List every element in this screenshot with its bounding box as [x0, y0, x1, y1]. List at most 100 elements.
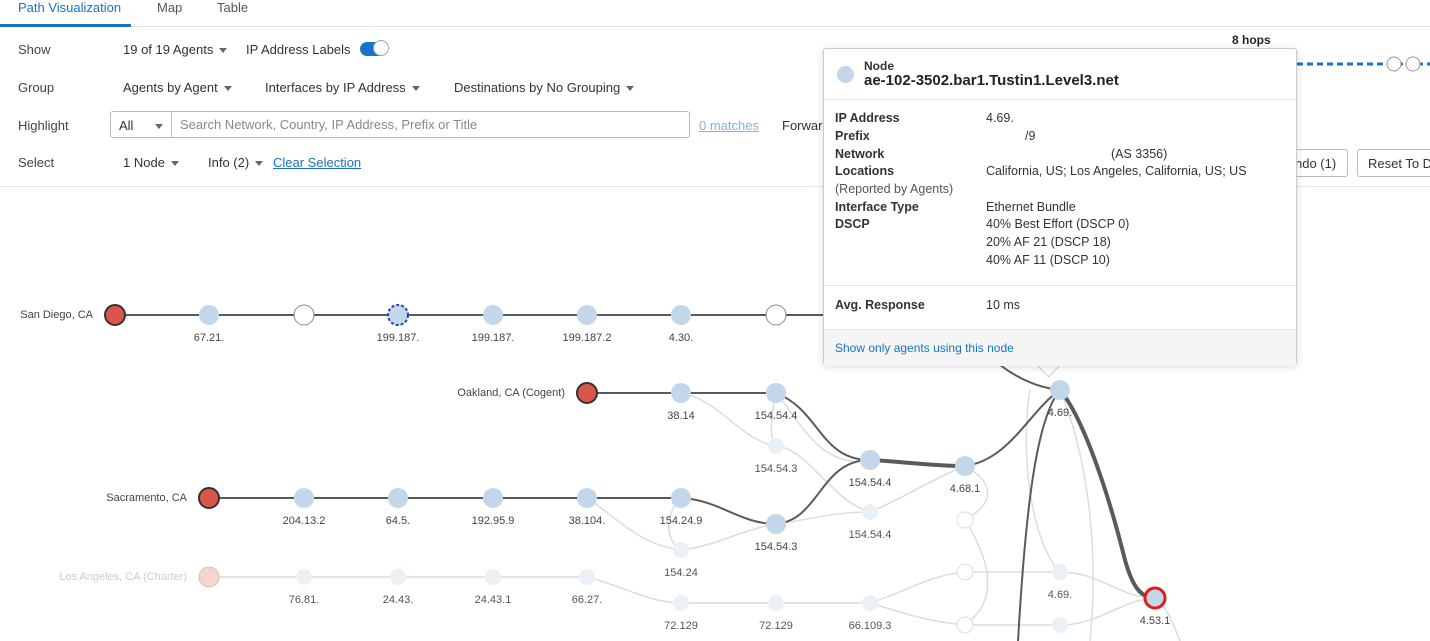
highlight-search-input[interactable] — [172, 111, 690, 138]
nodes-dropdown[interactable]: 1 Node — [123, 155, 179, 170]
tooltip-title: Node — [864, 59, 894, 73]
network-node[interactable] — [483, 305, 503, 325]
chevron-down-icon — [626, 86, 635, 92]
tooltip-key: Interface Type — [835, 200, 919, 214]
network-node[interactable] — [293, 304, 315, 326]
agent-label: San Diego, CA — [20, 309, 93, 321]
tab-table[interactable]: Table — [217, 0, 249, 15]
network-node[interactable] — [766, 383, 786, 403]
destination-node[interactable] — [1143, 586, 1167, 610]
path-edge — [680, 523, 777, 551]
agents-dropdown-label: 19 of 19 Agents — [123, 42, 214, 57]
chevron-down-icon — [255, 161, 264, 167]
network-node[interactable] — [579, 569, 595, 585]
tooltip-value: 40% Best Effort (DSCP 0) — [986, 217, 1130, 231]
highlight-scope-select[interactable]: All — [110, 111, 172, 138]
tooltip-key: Network — [835, 147, 885, 161]
group-agents-label: Agents by Agent — [123, 80, 218, 95]
network-node[interactable] — [577, 305, 597, 325]
hops-slider-handle — [1405, 56, 1421, 72]
ip-labels-toggle[interactable] — [360, 40, 389, 56]
node-ip-label: 154.54.3 — [755, 463, 798, 475]
path-edge — [775, 392, 871, 461]
path-edge — [586, 497, 682, 551]
network-node[interactable] — [388, 488, 408, 508]
network-node[interactable] — [766, 514, 786, 534]
network-node[interactable] — [390, 569, 406, 585]
network-node[interactable] — [671, 305, 691, 325]
tab-path-visualization[interactable]: Path Visualization — [0, 0, 132, 27]
tooltip-value: California, US; Los Angeles, California,… — [986, 164, 1247, 178]
agent-node[interactable] — [198, 566, 220, 588]
network-node[interactable] — [768, 595, 784, 611]
network-node[interactable] — [956, 616, 974, 634]
nodes-dropdown-label: 1 Node — [123, 155, 165, 170]
network-node[interactable] — [671, 488, 691, 508]
show-label: Show — [18, 42, 51, 57]
tooltip-key: IP Address — [835, 111, 900, 125]
node-tooltip: Node ae-102-3502.bar1.Tustin1.Level3.net… — [823, 48, 1297, 366]
network-node[interactable] — [673, 595, 689, 611]
network-node[interactable] — [862, 595, 878, 611]
network-node[interactable] — [768, 438, 784, 454]
group-agents-dropdown[interactable]: Agents by Agent — [123, 80, 232, 95]
tooltip-key: Avg. Response — [835, 298, 925, 312]
agents-dropdown[interactable]: 19 of 19 Agents — [123, 42, 228, 57]
network-node[interactable] — [296, 569, 312, 585]
network-node[interactable] — [1052, 617, 1068, 633]
network-node[interactable] — [956, 511, 974, 529]
network-node[interactable] — [765, 304, 787, 326]
path-edge — [1059, 389, 1094, 641]
node-ip-label: 154.24 — [664, 567, 698, 579]
tooltip-key: (Reported by Agents) — [835, 182, 954, 196]
network-node[interactable] — [860, 450, 880, 470]
matches-link[interactable]: 0 matches — [699, 118, 759, 133]
agent-node[interactable] — [198, 487, 220, 509]
toggle-knob — [373, 40, 389, 56]
info-dropdown[interactable]: Info (2) — [208, 155, 264, 170]
network-node[interactable] — [671, 383, 691, 403]
agent-label: Sacramento, CA — [106, 492, 187, 504]
path-edge — [869, 571, 966, 604]
tooltip-value: /9 — [1025, 129, 1036, 143]
reset-button[interactable]: Reset To D — [1357, 149, 1430, 177]
undo-button[interactable]: ndo (1) — [1290, 149, 1348, 177]
node-ip-label: 4.69. — [1048, 589, 1072, 601]
network-node[interactable] — [485, 569, 501, 585]
node-ip-label: 38.104. — [569, 515, 606, 527]
clear-selection-link[interactable]: Clear Selection — [273, 155, 362, 170]
network-node[interactable] — [577, 488, 597, 508]
network-node[interactable] — [199, 305, 219, 325]
tooltip-value: 20% AF 21 (DSCP 18) — [986, 235, 1111, 249]
node-ip-label: 199.187. — [377, 332, 420, 344]
tab-map[interactable]: Map — [157, 0, 183, 15]
path-edge — [775, 511, 871, 525]
agent-node[interactable] — [576, 382, 598, 404]
network-node[interactable] — [483, 488, 503, 508]
show-only-agents-link[interactable]: Show only agents using this node — [835, 341, 1014, 355]
tooltip-value: 10 ms — [986, 298, 1021, 312]
group-interfaces-dropdown[interactable]: Interfaces by IP Address — [265, 80, 420, 95]
chevron-down-icon — [170, 161, 179, 167]
network-node[interactable] — [956, 563, 974, 581]
node-ip-label: 24.43. — [383, 594, 414, 606]
node-ip-label: 4.69. — [1048, 407, 1072, 419]
node-ip-label: 24.43.1 — [475, 594, 512, 606]
tooltip-key: Prefix — [835, 129, 870, 143]
ip-labels-label: IP Address Labels — [246, 42, 351, 57]
tooltip-value: (AS 3356) — [1111, 147, 1168, 161]
agent-node[interactable] — [104, 304, 126, 326]
path-edge — [680, 392, 777, 447]
network-node[interactable] — [1050, 380, 1070, 400]
network-node[interactable] — [862, 504, 878, 520]
group-destinations-label: Destinations by No Grouping — [454, 80, 621, 95]
tooltip-value: 40% AF 11 (DSCP 10) — [986, 253, 1110, 267]
agent-label: Oakland, CA (Cogent) — [457, 387, 565, 399]
network-node[interactable] — [673, 542, 689, 558]
group-destinations-dropdown[interactable]: Destinations by No Grouping — [454, 80, 635, 95]
node-ip-label: 204.13.2 — [283, 515, 326, 527]
network-node[interactable] — [955, 456, 975, 476]
network-node[interactable] — [294, 488, 314, 508]
network-node[interactable] — [1052, 564, 1068, 580]
selected-node[interactable] — [387, 304, 409, 326]
